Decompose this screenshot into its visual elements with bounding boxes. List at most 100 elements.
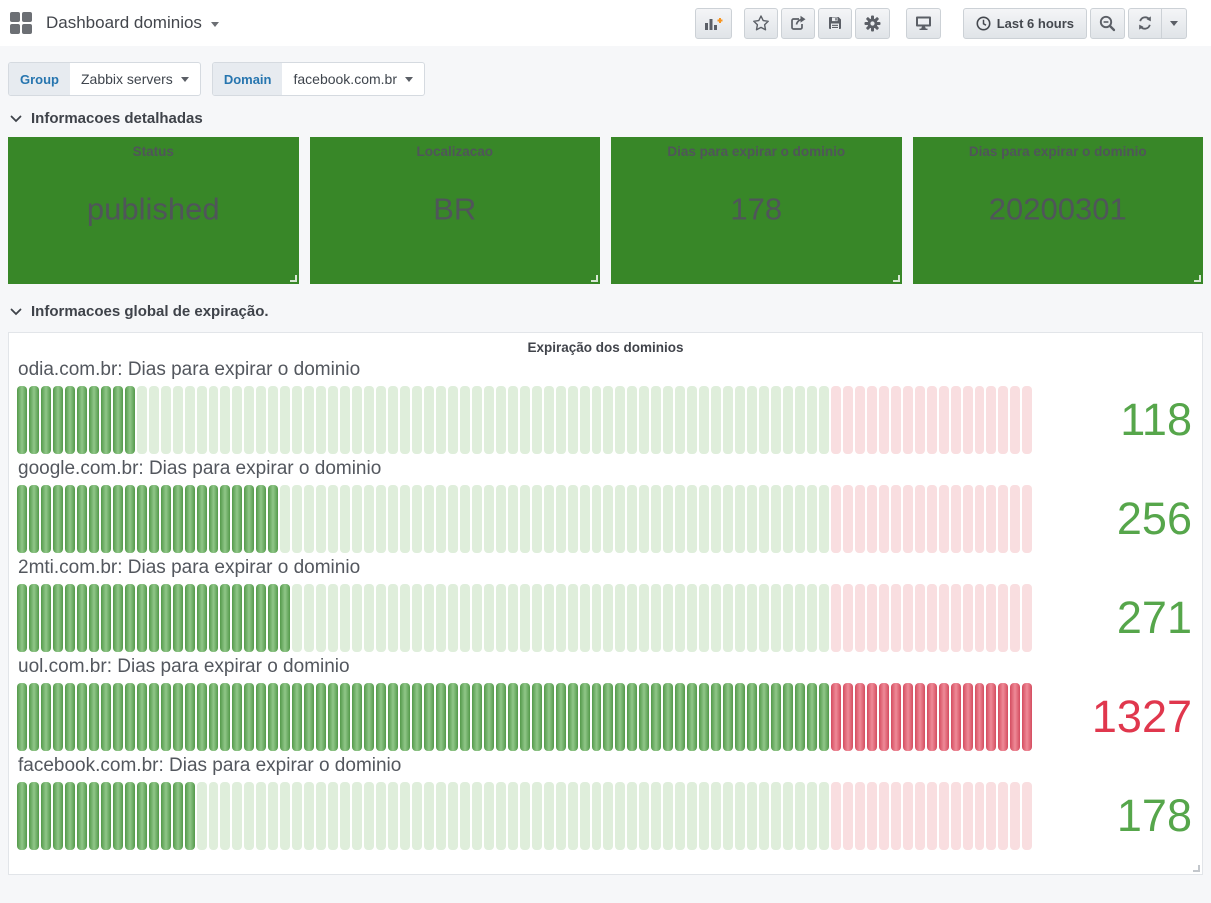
panel-resize-handle[interactable]	[1194, 275, 1201, 282]
gauge-cell	[328, 683, 339, 751]
gauge-cell	[938, 485, 949, 553]
caret-down-icon	[1170, 20, 1178, 26]
domain-filter-value[interactable]: facebook.com.br	[282, 63, 423, 95]
gauge-cell	[950, 485, 961, 553]
monitor-icon	[915, 15, 932, 31]
panel-title[interactable]: Expiração dos dominios	[527, 340, 684, 355]
panel-title[interactable]: Status	[132, 144, 174, 159]
gauge-cell	[1022, 386, 1033, 454]
gauge-cell	[40, 782, 51, 850]
settings-button[interactable]	[854, 7, 890, 39]
gauge-cell	[435, 782, 446, 850]
gauge-cell	[411, 485, 422, 553]
panel-resize-handle[interactable]	[1193, 865, 1200, 872]
gauge-cell	[579, 386, 590, 454]
gauge-cell	[435, 584, 446, 652]
time-range-picker[interactable]: Last 6 hours	[962, 7, 1087, 39]
gauge-cell	[52, 485, 63, 553]
gauge-cell	[28, 386, 39, 454]
gauge-cell	[388, 485, 398, 553]
gauge-cell	[52, 782, 63, 850]
gauge-cell	[232, 485, 243, 553]
gauge-cell	[675, 386, 686, 454]
gauge-cell	[196, 683, 207, 751]
gauge-cell	[938, 386, 949, 454]
gauge-cell	[866, 386, 877, 454]
gauge-cell	[567, 683, 578, 751]
panel-title[interactable]: Dias para expirar o dominio	[667, 144, 846, 159]
gauge-cell	[423, 485, 434, 553]
gauge-cell	[340, 386, 351, 454]
gauge-cell	[735, 584, 746, 652]
gauge-cell	[196, 386, 207, 454]
gauge-cell	[771, 386, 781, 454]
gauge-cell	[76, 683, 87, 751]
panel-title[interactable]: Dias para expirar o dominio	[968, 144, 1147, 159]
gauge-cell	[268, 485, 279, 553]
gauge-cell	[1010, 683, 1021, 751]
gauge-cell	[88, 683, 99, 751]
gauge-cell	[208, 386, 219, 454]
save-button[interactable]	[817, 7, 852, 39]
gauge-cell	[160, 584, 171, 652]
gauge-bar	[17, 386, 1033, 454]
gauge-cell	[196, 485, 207, 553]
star-button[interactable]	[743, 7, 778, 39]
gauge-cell	[471, 782, 482, 850]
dashboard-grid-icon[interactable]	[10, 12, 32, 34]
dashboard-title-caret-icon[interactable]	[210, 22, 219, 27]
gauge-cell	[1022, 485, 1033, 553]
gauge-cell	[244, 386, 255, 454]
add-panel-button[interactable]	[694, 7, 732, 39]
save-icon	[827, 15, 843, 31]
gauge-cell	[806, 782, 817, 850]
cycle-view-button[interactable]	[905, 7, 941, 39]
share-button[interactable]	[780, 7, 815, 39]
gauge-cell	[17, 584, 27, 652]
gauge-value: 256	[1116, 493, 1192, 544]
gauge-cell	[735, 386, 746, 454]
gauge-cell	[675, 584, 686, 652]
gauge-cell	[1022, 584, 1033, 652]
panel-resize-handle[interactable]	[591, 275, 598, 282]
gauge-cell	[866, 683, 877, 751]
gauge-row: odia.com.br: Dias para expirar o dominio…	[17, 359, 1194, 454]
section-informacoes-detalhadas[interactable]: Informacoes detalhadas	[10, 110, 1211, 127]
gauge-cell	[316, 485, 327, 553]
refresh-button[interactable]	[1128, 7, 1162, 39]
gauge-cell	[950, 782, 961, 850]
gauge-cell	[88, 485, 99, 553]
gauge-cell	[447, 584, 458, 652]
zoom-out-button[interactable]	[1090, 7, 1125, 39]
stat-panel-dias-expirar: Dias para expirar o dominio 178	[611, 137, 902, 284]
gauge-cell	[639, 782, 650, 850]
gauge-cell	[615, 584, 626, 652]
section-informacoes-global[interactable]: Informacoes global de expiração.	[10, 303, 1211, 320]
gauge-cell	[244, 584, 255, 652]
gauge-cell	[52, 386, 63, 454]
gauge-cell	[364, 584, 375, 652]
gauge-cell	[842, 386, 853, 454]
gauge-cell	[495, 386, 506, 454]
dashboard-title[interactable]: Dashboard dominios	[46, 13, 202, 32]
panel-resize-handle[interactable]	[289, 275, 297, 282]
gauge-cell	[220, 782, 231, 850]
gauge-cell	[268, 683, 279, 751]
gauge-cell	[771, 485, 781, 553]
refresh-interval-dropdown[interactable]	[1162, 7, 1187, 39]
gauge-cell	[914, 386, 925, 454]
panel-title[interactable]: Localizacao	[416, 144, 494, 159]
gauge-cell	[699, 683, 710, 751]
gauge-cell	[507, 485, 518, 553]
gauge-cell	[747, 683, 758, 751]
group-filter-value[interactable]: Zabbix servers	[70, 63, 200, 95]
gauge-cell	[627, 485, 638, 553]
panel-resize-handle[interactable]	[892, 275, 900, 282]
gauge-cell	[519, 782, 530, 850]
gauge-cell	[28, 584, 39, 652]
gauge-cell	[806, 386, 817, 454]
gauge-cell	[974, 386, 985, 454]
stat-panel-status: Status published	[8, 137, 299, 284]
gauge-cell	[950, 683, 961, 751]
gauge-cell	[723, 386, 734, 454]
